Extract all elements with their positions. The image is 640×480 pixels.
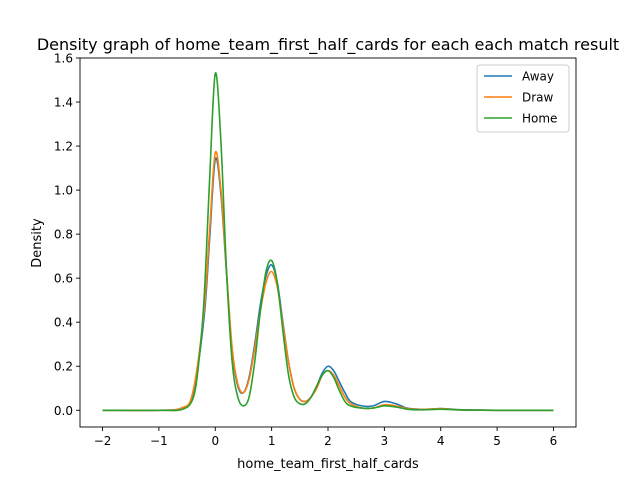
y-tick-label: 0.6 xyxy=(54,272,73,286)
x-tick-label: 4 xyxy=(437,434,445,448)
series-line-home xyxy=(102,72,554,412)
y-tick-label: 1.6 xyxy=(54,52,73,66)
x-tick-label: 0 xyxy=(211,434,219,448)
x-tick-label: 2 xyxy=(324,434,332,448)
x-tick-label: −2 xyxy=(94,434,112,448)
y-tick-label: 1.2 xyxy=(54,140,73,154)
x-axis-label: home_team_first_half_cards xyxy=(237,457,419,472)
axes-frame xyxy=(79,57,577,428)
legend-label-draw: Draw xyxy=(522,91,554,105)
y-axis-label: Density xyxy=(30,218,45,268)
x-tick-label: 6 xyxy=(550,434,558,448)
y-axis-ticks: 0.0 0.2 0.4 0.6 0.8 1.0 1.2 1.4 1.6 xyxy=(54,52,80,418)
x-tick-label: 5 xyxy=(493,434,501,448)
legend: Away Draw Home xyxy=(476,64,570,133)
legend-label-home: Home xyxy=(522,112,557,126)
y-tick-label: 0.0 xyxy=(54,404,73,418)
y-tick-label: 1.0 xyxy=(54,184,73,198)
y-tick-label: 0.4 xyxy=(54,316,73,330)
legend-label-away: Away xyxy=(522,70,554,84)
chart-title: Density graph of home_team_first_half_ca… xyxy=(37,35,619,55)
x-axis-ticks: −2 −1 0 1 2 3 4 5 6 xyxy=(94,427,558,448)
y-tick-label: 1.4 xyxy=(54,96,73,110)
plot-series xyxy=(102,72,554,412)
legend-box xyxy=(476,64,570,133)
x-tick-label: −1 xyxy=(150,434,168,448)
x-tick-label: 1 xyxy=(268,434,276,448)
y-tick-label: 0.8 xyxy=(54,228,73,242)
y-tick-label: 0.2 xyxy=(54,360,73,374)
legend-entries: Away Draw Home xyxy=(484,70,557,126)
x-tick-label: 3 xyxy=(381,434,389,448)
